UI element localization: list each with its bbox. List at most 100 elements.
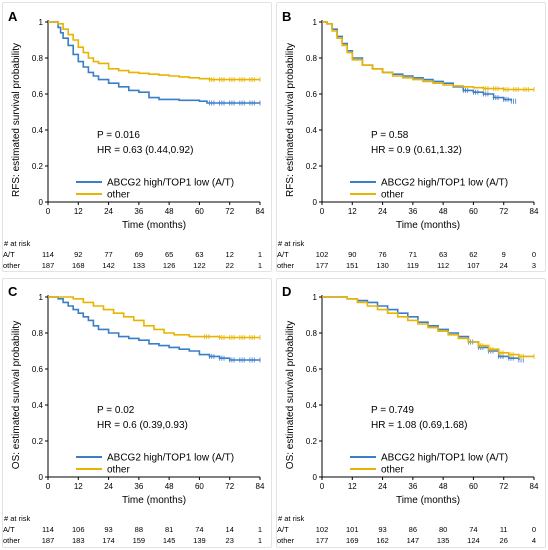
y-tick-label: 1 (39, 293, 44, 302)
risk-table-cell: 0 (532, 525, 536, 534)
risk-table-cell: 177 (316, 536, 329, 545)
x-axis-label: Time (months) (396, 220, 460, 231)
risk-table-cell: 124 (467, 536, 480, 545)
risk-table-cell: 88 (135, 525, 143, 534)
risk-table-cell: 9 (502, 250, 506, 259)
y-axis-label: RFS: estimated survival probability (11, 43, 22, 197)
panel-frame-c (2, 278, 272, 548)
panel-frame-a (2, 2, 272, 272)
km-panel-d: D 0 0.2 0.4 0.6 0.8 1 0 12 24 36 48 60 72 84 Time (mont… (274, 275, 548, 550)
risk-table-cell: 14 (226, 525, 234, 534)
risk-table-cell: 63 (439, 250, 447, 259)
survival-curve-series-2 (322, 21, 534, 91)
y-axis-label: RFS: estimated survival probability (285, 43, 296, 197)
risk-row-label: other (3, 536, 21, 545)
risk-table-cell: 135 (437, 536, 450, 545)
risk-table-cell: 168 (72, 261, 85, 270)
panel-frame-b (276, 2, 546, 272)
p-value-text: P = 0.016 (97, 130, 140, 141)
risk-table-cell: 12 (226, 250, 234, 259)
risk-table-cell: 102 (316, 525, 329, 534)
x-tick-label: 84 (530, 207, 539, 216)
legend-label-2: other (107, 465, 130, 476)
risk-table-cell: 4 (532, 536, 536, 545)
risk-row-label: A/T (3, 525, 15, 534)
x-tick-label: 60 (195, 207, 204, 216)
x-tick-label: 36 (408, 207, 417, 216)
risk-table-cell: 92 (74, 250, 82, 259)
risk-table-cell: 11 (500, 525, 508, 534)
x-tick-label: 72 (499, 207, 508, 216)
x-tick-label: 72 (225, 207, 234, 216)
hazard-ratio-text: HR = 1.08 (0.69,1.68) (371, 420, 467, 431)
y-tick-label: 1 (313, 18, 318, 27)
risk-table-cell: 174 (102, 536, 115, 545)
p-value-text: P = 0.02 (97, 405, 135, 416)
legend-label-1: ABCG2 high/TOP1 low (A/T) (381, 453, 508, 464)
x-tick-label: 12 (348, 207, 357, 216)
x-tick-label: 72 (499, 482, 508, 491)
survival-curve-series-2 (48, 21, 260, 81)
legend-label-2: other (381, 190, 404, 201)
x-tick-label: 0 (320, 207, 325, 216)
x-tick-label: 12 (74, 207, 83, 216)
risk-table-cell: 93 (104, 525, 112, 534)
risk-table-cell: 130 (376, 261, 389, 270)
x-tick-label: 12 (74, 482, 83, 491)
risk-table-cell: 80 (439, 525, 447, 534)
risk-table-cell: 65 (165, 250, 173, 259)
y-tick-label: 0.4 (306, 126, 318, 135)
p-value-text: P = 0.58 (371, 130, 409, 141)
p-value-text: P = 0.749 (371, 405, 414, 416)
x-tick-label: 60 (195, 482, 204, 491)
km-chart-svg: B 0 0.2 0.4 0.6 0.8 1 0 12 24 36 48 60 72 84 Time (mont… (277, 9, 539, 270)
risk-table-cell: 102 (316, 250, 329, 259)
survival-curve-series-1 (48, 21, 260, 104)
risk-table-cell: 23 (226, 536, 234, 545)
survival-curve-series-2 (48, 296, 260, 339)
x-tick-label: 72 (225, 482, 234, 491)
x-tick-label: 0 (46, 207, 51, 216)
y-tick-label: 0.6 (306, 90, 318, 99)
y-axis-label: OS: estimated survival probability (11, 321, 22, 469)
x-tick-label: 60 (469, 207, 478, 216)
y-tick-label: 0.6 (32, 90, 44, 99)
x-tick-label: 48 (439, 482, 448, 491)
y-tick-label: 0.2 (306, 162, 318, 171)
y-tick-label: 0.2 (32, 437, 44, 446)
legend-label-2: other (381, 465, 404, 476)
y-tick-label: 0 (39, 198, 44, 207)
y-tick-label: 0.6 (306, 365, 318, 374)
x-tick-label: 24 (104, 482, 113, 491)
x-tick-label: 84 (256, 207, 265, 216)
panel-letter: D (282, 284, 291, 299)
risk-table-cell: 119 (407, 261, 419, 270)
risk-table-cell: 183 (72, 536, 85, 545)
km-panel-c: C 0 0.2 0.4 0.6 0.8 1 0 12 24 36 48 60 72 84 Time (mont… (0, 275, 274, 550)
panel-letter: C (8, 284, 18, 299)
risk-table-cell: 74 (195, 525, 203, 534)
panel-frame-d (276, 278, 546, 548)
risk-row-label: A/T (3, 250, 15, 259)
y-tick-label: 0.2 (32, 162, 44, 171)
risk-table-cell: 69 (135, 250, 143, 259)
risk-row-label: other (277, 261, 295, 270)
risk-table-cell: 62 (469, 250, 477, 259)
risk-table-cell: 1 (258, 250, 262, 259)
risk-table-cell: 26 (500, 536, 508, 545)
x-tick-label: 84 (530, 482, 539, 491)
survival-curve-series-1 (322, 296, 520, 360)
risk-table-cell: 145 (163, 536, 176, 545)
hazard-ratio-text: HR = 0.6 (0.39,0.93) (97, 420, 188, 431)
y-tick-label: 0.4 (306, 401, 318, 410)
risk-table-cell: 1 (258, 536, 262, 545)
risk-table-cell: 76 (378, 250, 386, 259)
y-tick-label: 0.6 (32, 365, 44, 374)
x-tick-label: 36 (134, 207, 143, 216)
hazard-ratio-text: HR = 0.63 (0.44,0.92) (97, 145, 193, 156)
risk-row-label: A/T (277, 525, 289, 534)
risk-table-cell: 74 (469, 525, 477, 534)
x-tick-label: 0 (320, 482, 325, 491)
x-tick-label: 24 (378, 482, 387, 491)
y-tick-label: 0.8 (32, 54, 44, 63)
